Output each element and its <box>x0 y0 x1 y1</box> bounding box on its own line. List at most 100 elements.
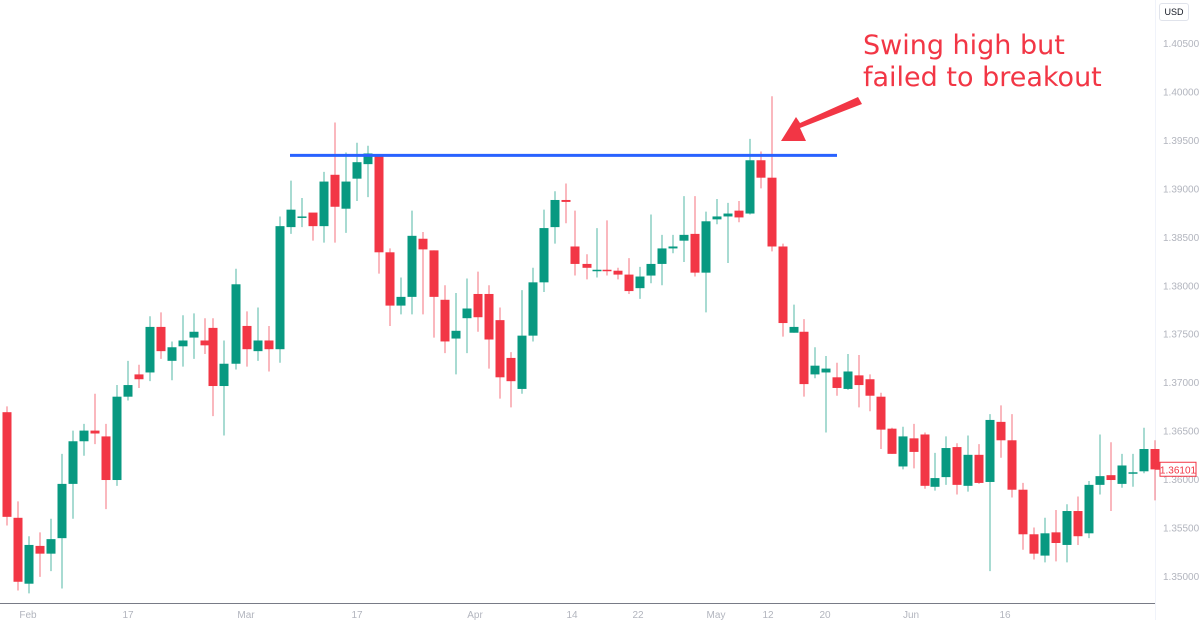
candle-up[interactable] <box>275 226 285 350</box>
candle-down[interactable] <box>1018 489 1028 535</box>
candle-down[interactable] <box>374 155 384 253</box>
candle-down[interactable] <box>756 160 766 178</box>
candle-up[interactable] <box>712 216 722 220</box>
candle-up[interactable] <box>352 162 362 179</box>
candle-up[interactable] <box>1128 472 1138 474</box>
candle-up[interactable] <box>145 326 155 373</box>
candle-up[interactable] <box>1040 533 1050 556</box>
candle-down[interactable] <box>778 246 788 324</box>
candle-down[interactable] <box>799 331 809 385</box>
candle-down[interactable] <box>570 246 580 264</box>
candle-up[interactable] <box>646 263 656 276</box>
candle-up[interactable] <box>517 335 527 389</box>
candle-down[interactable] <box>1073 511 1083 537</box>
candle-down[interactable] <box>208 327 218 387</box>
candle-down[interactable] <box>865 379 875 396</box>
candle-up[interactable] <box>963 454 973 486</box>
candle-up[interactable] <box>396 296 406 306</box>
candle-down[interactable] <box>1029 534 1039 554</box>
candle-up[interactable] <box>253 340 263 352</box>
candle-up[interactable] <box>341 181 351 209</box>
candle-down[interactable] <box>2 412 12 517</box>
currency-badge[interactable]: USD <box>1159 3 1189 21</box>
candle-down[interactable] <box>909 438 919 452</box>
candle-down[interactable] <box>1106 475 1116 481</box>
candle-up[interactable] <box>539 228 549 283</box>
candle-down[interactable] <box>1051 532 1061 544</box>
candle-down[interactable] <box>582 263 592 268</box>
candle-up[interactable] <box>286 209 296 228</box>
candle-up[interactable] <box>1084 484 1094 534</box>
candle-up[interactable] <box>112 396 122 481</box>
candle-down[interactable] <box>832 377 842 388</box>
candle-up[interactable] <box>810 365 820 375</box>
candle-up[interactable] <box>189 331 199 338</box>
candle-down[interactable] <box>418 238 428 250</box>
candle-up[interactable] <box>1095 476 1105 485</box>
candle-up[interactable] <box>231 284 241 364</box>
candle-up[interactable] <box>1062 511 1072 545</box>
candle-up[interactable] <box>745 160 755 214</box>
candle-up[interactable] <box>363 153 373 165</box>
candle-up[interactable] <box>657 248 667 264</box>
candle-down[interactable] <box>952 447 962 485</box>
candle-down[interactable] <box>473 293 483 318</box>
candle-down[interactable] <box>13 517 23 582</box>
candle-down[interactable] <box>440 299 450 342</box>
candle-up[interactable] <box>57 483 67 539</box>
candle-up[interactable] <box>178 340 188 347</box>
candle-down[interactable] <box>1007 440 1017 490</box>
candle-up[interactable] <box>843 371 853 389</box>
candle-down[interactable] <box>484 293 494 340</box>
candle-down[interactable] <box>385 252 395 306</box>
candle-up[interactable] <box>123 385 133 397</box>
candle-down[interactable] <box>887 428 897 454</box>
candle-up[interactable] <box>24 544 34 584</box>
candle-down[interactable] <box>90 430 100 434</box>
candle-down[interactable] <box>101 436 111 481</box>
candle-down[interactable] <box>506 357 516 382</box>
candle-up[interactable] <box>451 330 461 339</box>
candle-up[interactable] <box>407 235 417 297</box>
candle-down[interactable] <box>429 250 439 297</box>
candle-down[interactable] <box>974 454 984 483</box>
candle-up[interactable] <box>723 213 733 217</box>
candle-down[interactable] <box>613 270 623 275</box>
candle-down[interactable] <box>330 174 340 207</box>
candle-up[interactable] <box>592 269 602 272</box>
candle-up[interactable] <box>462 308 472 319</box>
candle-up[interactable] <box>550 199 560 228</box>
candle-up[interactable] <box>789 326 799 333</box>
candle-down[interactable] <box>920 434 930 486</box>
candle-up[interactable] <box>79 430 89 442</box>
candle-up[interactable] <box>679 234 689 241</box>
candle-up[interactable] <box>985 419 995 482</box>
candle-up[interactable] <box>821 368 831 373</box>
candle-down[interactable] <box>767 177 777 247</box>
candle-up[interactable] <box>46 539 56 554</box>
candle-up[interactable] <box>1139 449 1149 472</box>
candle-up[interactable] <box>635 276 645 289</box>
candle-down[interactable] <box>156 326 166 352</box>
candle-up[interactable] <box>1117 465 1127 484</box>
candle-down[interactable] <box>495 320 505 378</box>
candle-down[interactable] <box>734 210 744 218</box>
candle-down[interactable] <box>876 396 886 430</box>
candle-down[interactable] <box>134 374 144 380</box>
candle-up[interactable] <box>941 448 951 478</box>
candle-down[interactable] <box>308 212 318 227</box>
candle-down[interactable] <box>624 274 634 292</box>
candle-up[interactable] <box>219 363 229 387</box>
candle-up[interactable] <box>930 478 940 487</box>
candle-up[interactable] <box>167 347 177 361</box>
candle-up[interactable] <box>898 436 908 467</box>
candle-up[interactable] <box>68 441 78 484</box>
candle-up[interactable] <box>701 221 711 273</box>
candle-down[interactable] <box>264 340 274 350</box>
candle-up[interactable] <box>319 181 329 227</box>
candle-down[interactable] <box>242 325 252 350</box>
candle-down[interactable] <box>1150 449 1160 470</box>
candle-down[interactable] <box>690 233 700 273</box>
candle-down[interactable] <box>200 340 210 346</box>
